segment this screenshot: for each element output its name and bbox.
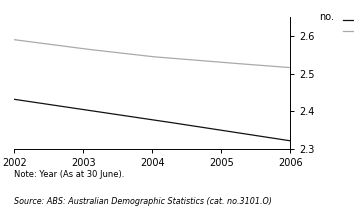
Aus <box>29 41 33 43</box>
Aus <box>274 65 279 68</box>
Aus <box>288 66 292 69</box>
Tas <box>288 140 292 142</box>
Tas <box>23 100 27 102</box>
Tas <box>29 101 33 103</box>
Aus <box>86 48 90 50</box>
Tas <box>63 106 68 108</box>
Aus <box>12 38 16 41</box>
Tas <box>264 136 269 138</box>
Aus <box>264 65 269 67</box>
Tas <box>86 109 90 111</box>
Aus <box>63 45 68 48</box>
Y-axis label: no.: no. <box>319 12 334 22</box>
Line: Aus: Aus <box>14 40 290 68</box>
Line: Tas: Tas <box>14 99 290 141</box>
Text: Source: ABS: Australian Demographic Statistics (cat. no.3101.O): Source: ABS: Australian Demographic Stat… <box>14 197 272 206</box>
Aus <box>23 40 27 42</box>
Tas <box>274 137 279 140</box>
Legend: Tas, Aus: Tas, Aus <box>343 15 354 37</box>
Tas <box>12 98 16 101</box>
Text: Note: Year (As at 30 June).: Note: Year (As at 30 June). <box>14 170 125 179</box>
